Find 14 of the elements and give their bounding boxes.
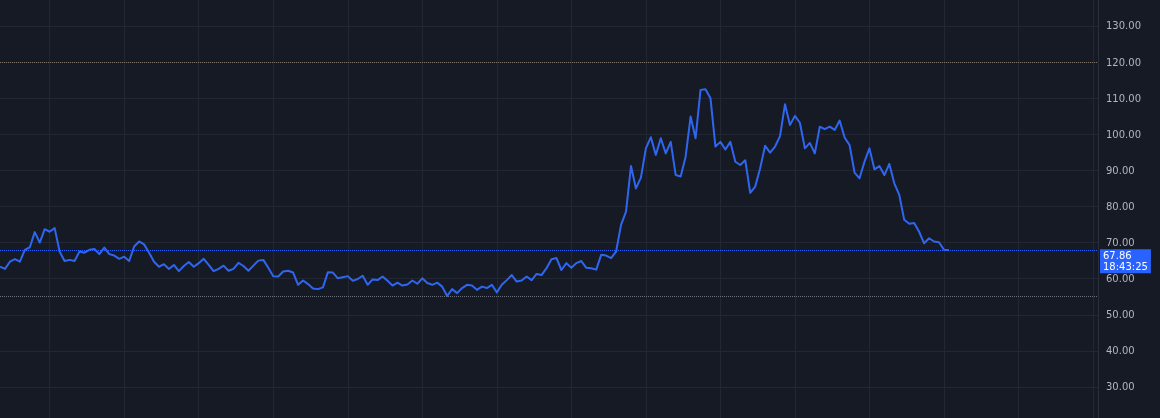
y-tick-label: 110.00 bbox=[1106, 92, 1141, 104]
y-tick-label: 60.00 bbox=[1106, 273, 1135, 285]
y-tick-label: 30.00 bbox=[1106, 381, 1135, 393]
text: 18:43:25 bbox=[1103, 261, 1148, 273]
y-tick-label: 70.00 bbox=[1106, 237, 1135, 249]
ref-line-label: 67.86 bbox=[1103, 250, 1132, 262]
y-tick-label: 90.00 bbox=[1106, 164, 1135, 176]
y-tick-label: 120.00 bbox=[1106, 56, 1141, 68]
y-tick-label: 50.00 bbox=[1106, 309, 1135, 321]
line-series bbox=[0, 88, 950, 297]
y-tick-label: 40.00 bbox=[1106, 345, 1135, 357]
y-tick-label: 100.00 bbox=[1106, 128, 1141, 140]
y-tick-label: 80.00 bbox=[1106, 200, 1135, 212]
y-tick-label: 130.00 bbox=[1106, 20, 1141, 32]
